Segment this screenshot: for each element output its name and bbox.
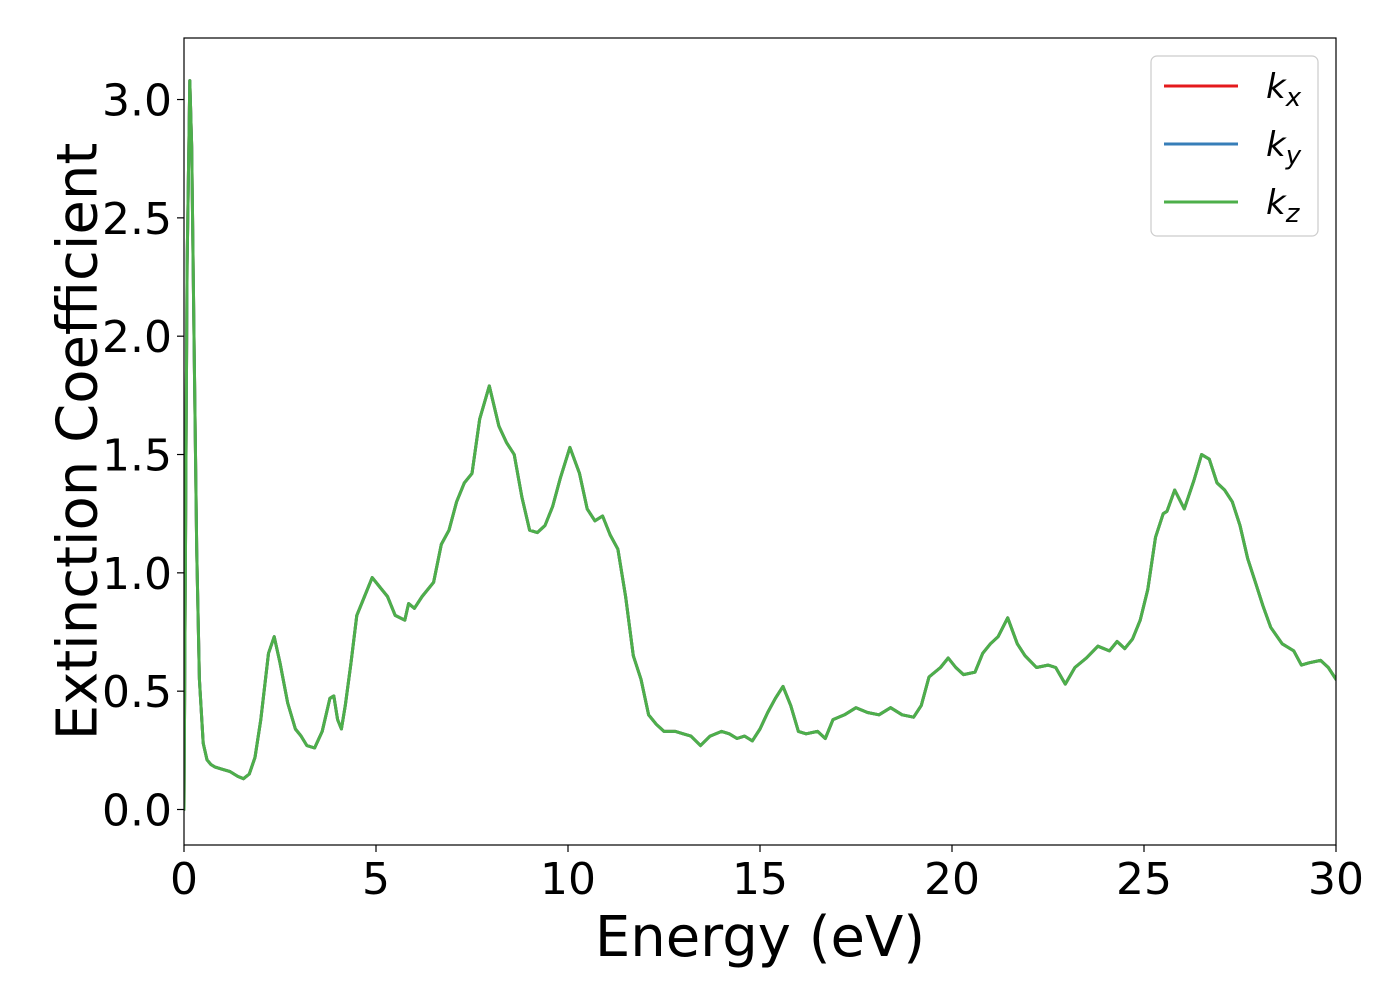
legend-label-k-z: kz [1266, 183, 1301, 229]
y-axis-ticks: 0.0 0.5 1.0 1.5 2.0 2.5 3.0 [102, 76, 184, 837]
legend-label-k-y: ky [1266, 125, 1302, 171]
x-tick-label: 20 [924, 854, 980, 905]
x-tick-label: 30 [1308, 854, 1364, 905]
legend-label-k-x: kx [1266, 67, 1302, 113]
y-axis-title: Extinction Coefficient [46, 143, 111, 741]
x-tick-label: 10 [540, 854, 596, 905]
series-layer [184, 79, 1336, 811]
x-tick-label: 25 [1116, 854, 1172, 905]
x-tick-label: 0 [170, 854, 198, 905]
y-tick-label: 0.0 [102, 786, 172, 837]
y-tick-label: 3.0 [102, 76, 172, 127]
legend: kx ky kz [1150, 55, 1319, 237]
y-tick-label: 1.5 [102, 431, 172, 482]
y-tick-label: 2.0 [102, 312, 172, 363]
y-tick-label: 1.0 [102, 549, 172, 600]
x-axis-title: Energy (eV) [595, 905, 925, 970]
y-tick-label: 2.5 [102, 194, 172, 245]
x-tick-label: 15 [732, 854, 788, 905]
x-tick-label: 5 [362, 854, 390, 905]
legend-frame [1150, 55, 1319, 237]
series-line-k-z [184, 79, 1336, 811]
x-axis-ticks: 0 5 10 15 20 25 30 [170, 845, 1364, 905]
y-tick-label: 0.5 [102, 667, 172, 718]
